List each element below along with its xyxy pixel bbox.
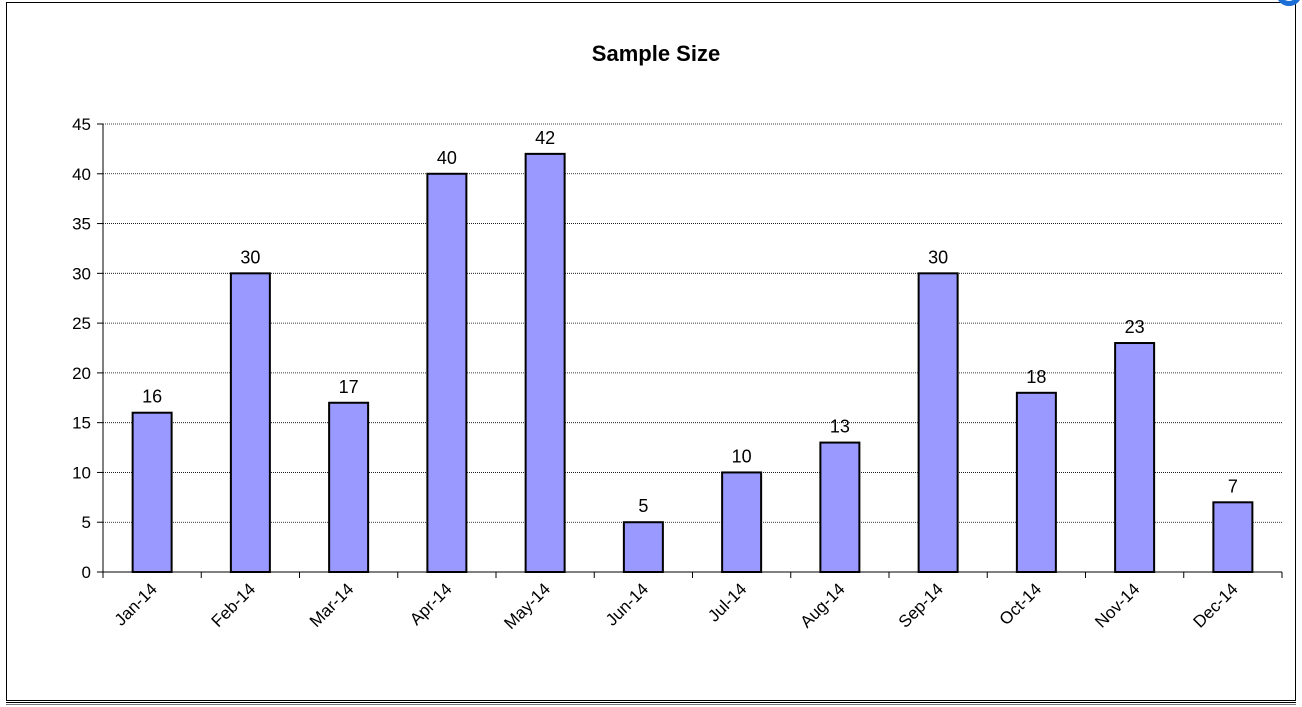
y-tick-label: 40 bbox=[72, 165, 91, 184]
data-label: 13 bbox=[830, 417, 850, 437]
bars bbox=[131, 152, 1254, 574]
bar-jan-14 bbox=[131, 411, 173, 574]
bar-dec-14 bbox=[1212, 501, 1254, 573]
data-label: 42 bbox=[535, 128, 555, 148]
data-label: 10 bbox=[732, 446, 752, 466]
data-label: 30 bbox=[928, 247, 948, 267]
data-label: 40 bbox=[437, 148, 457, 168]
data-labels: 16 30 17 40 42 5 10 13 30 18 23 7 bbox=[142, 128, 1238, 516]
data-label: 18 bbox=[1026, 367, 1046, 387]
chart-frame bbox=[6, 2, 1296, 701]
x-tick-label: May-14 bbox=[500, 579, 554, 633]
x-tick-label: Jan-14 bbox=[111, 579, 161, 629]
x-tick-label: Jul-14 bbox=[704, 579, 750, 625]
y-tick-label: 35 bbox=[72, 215, 91, 234]
bar-feb-14 bbox=[229, 272, 271, 573]
y-tick-label: 30 bbox=[72, 264, 91, 283]
x-tick-label: Sep-14 bbox=[895, 579, 947, 631]
data-label: 30 bbox=[240, 247, 260, 267]
y-tick-label: 20 bbox=[72, 364, 91, 383]
x-tick-label: Aug-14 bbox=[796, 579, 848, 631]
bar-nov-14 bbox=[1114, 342, 1156, 573]
bar-may-14 bbox=[524, 152, 566, 573]
bar-aug-14 bbox=[819, 441, 861, 574]
x-tick-label: Apr-14 bbox=[406, 579, 456, 629]
x-tick-label: Mar-14 bbox=[306, 579, 358, 631]
x-tick-label: Jun-14 bbox=[602, 579, 652, 629]
x-tick-label: Oct-14 bbox=[996, 579, 1046, 629]
data-label: 17 bbox=[339, 377, 359, 397]
data-label: 23 bbox=[1125, 317, 1145, 337]
bar-jul-14 bbox=[721, 471, 763, 574]
corner-logo-mark bbox=[1276, 0, 1302, 6]
bar-mar-14 bbox=[328, 401, 370, 573]
bar-apr-14 bbox=[426, 172, 468, 573]
y-tick-label: 15 bbox=[72, 414, 91, 433]
data-label: 5 bbox=[638, 496, 648, 516]
gridlines bbox=[103, 123, 1282, 523]
chart-title: Sample Size bbox=[592, 41, 720, 66]
bar-jun-14 bbox=[622, 521, 664, 574]
data-label: 7 bbox=[1228, 476, 1238, 496]
bottom-rule bbox=[6, 702, 1296, 705]
x-tick-label: Dec-14 bbox=[1190, 579, 1242, 631]
y-tick-label: 45 bbox=[72, 115, 91, 134]
bar-sep-14 bbox=[917, 272, 959, 573]
y-tick-label: 10 bbox=[72, 463, 91, 482]
y-tick-label: 0 bbox=[82, 563, 91, 582]
y-tick-label: 5 bbox=[82, 513, 91, 532]
data-label: 16 bbox=[142, 387, 162, 407]
x-tick-label: Feb-14 bbox=[208, 579, 260, 631]
bar-oct-14 bbox=[1015, 391, 1057, 573]
y-tick-label: 25 bbox=[72, 314, 91, 333]
x-tick-label: Nov-14 bbox=[1091, 579, 1143, 631]
